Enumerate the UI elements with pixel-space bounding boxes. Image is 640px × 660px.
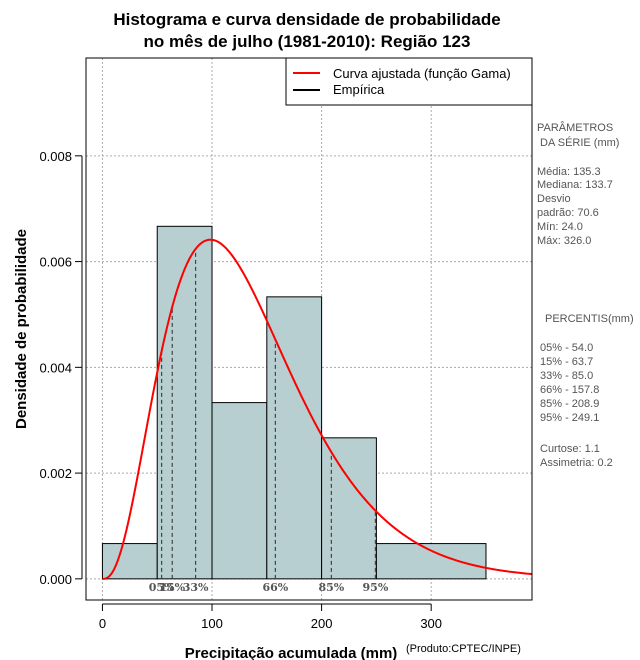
x-tick-label-3: 300 bbox=[420, 616, 442, 631]
axes-layer: 0 100 200 300 0.000 0.002 0.004 0.006 0.008 bbox=[39, 149, 442, 631]
stat-curtose: Curtose: 1.1 bbox=[540, 443, 600, 455]
percentil-85: 85% - 208.9 bbox=[540, 398, 599, 410]
percentil-66: 66% - 157.8 bbox=[540, 384, 599, 396]
legend-label-empirical: Empírica bbox=[333, 82, 385, 97]
percentile-label-95: 95% bbox=[363, 581, 389, 594]
stat-min: Mín: 24.0 bbox=[537, 221, 583, 233]
statistics-panel: PARÂMETROS DA SÉRIE (mm) Média: 135.3 Me… bbox=[537, 121, 634, 469]
y-axis-title: Densidade de probabilidade bbox=[13, 229, 30, 429]
x-tick-label-2: 200 bbox=[311, 616, 333, 631]
chart-title-line1: Histograma e curva densidade de probabil… bbox=[113, 10, 500, 29]
percentile-label-66: 66% bbox=[262, 581, 288, 594]
percentile-lines-layer bbox=[161, 248, 377, 579]
chart-title-line2: no mês de julho (1981-2010): Região 123 bbox=[144, 32, 471, 51]
gamma-curve bbox=[102, 238, 533, 580]
histogram-bar-4 bbox=[321, 437, 377, 580]
percentil-95: 95% - 249.1 bbox=[540, 412, 599, 424]
legend-label-curve: Curva ajustada (função Gama) bbox=[333, 66, 511, 81]
params-title-2: DA SÉRIE (mm) bbox=[540, 136, 619, 149]
percentil-15: 15% - 63.7 bbox=[540, 356, 593, 368]
percentile-label-15: 15% bbox=[159, 581, 185, 594]
percentil-33: 33% - 85.0 bbox=[540, 370, 593, 382]
legend: Curva ajustada (função Gama) Empírica bbox=[285, 57, 533, 106]
params-title-1: PARÂMETROS bbox=[537, 121, 613, 134]
stat-media: Média: 135.3 bbox=[537, 166, 601, 178]
product-credit: (Produto:CPTEC/INPE) bbox=[406, 643, 521, 655]
percentil-05: 05% - 54.0 bbox=[540, 342, 593, 354]
stat-desvio-1: Desvio bbox=[537, 193, 571, 205]
stat-mediana: Mediana: 133.7 bbox=[537, 179, 613, 191]
y-tick-label-2: 0.004 bbox=[39, 360, 72, 375]
percentile-label-33: 33% bbox=[183, 581, 209, 594]
y-tick-label-4: 0.008 bbox=[39, 149, 72, 164]
x-tick-label-1: 100 bbox=[201, 616, 223, 631]
x-tick-label-0: 0 bbox=[99, 616, 106, 631]
histogram-bar-2 bbox=[211, 402, 268, 580]
percentile-label-85: 85% bbox=[318, 581, 344, 594]
percentile-text-layer: 05%15%33% 66% 85% 95% bbox=[149, 581, 389, 594]
y-tick-label-0: 0.000 bbox=[39, 572, 72, 587]
percentis-title: PERCENTIS(mm) bbox=[545, 313, 634, 325]
y-tick-label-1: 0.002 bbox=[39, 466, 72, 481]
legend-box bbox=[285, 57, 533, 106]
stat-desvio-2: padrão: 70.6 bbox=[537, 207, 599, 219]
percentile-label-05: 05% bbox=[149, 581, 175, 594]
curve-layer bbox=[102, 238, 533, 580]
bars-layer bbox=[101, 225, 487, 580]
stat-max: Máx: 326.0 bbox=[537, 235, 591, 247]
y-tick-label-3: 0.006 bbox=[39, 255, 72, 270]
histogram-bar-5 bbox=[375, 543, 487, 580]
histogram-bar-1 bbox=[156, 225, 213, 580]
stat-assimetria: Assimetria: 0.2 bbox=[540, 457, 613, 469]
x-axis-title: Precipitação acumulada (mm) bbox=[185, 645, 398, 660]
